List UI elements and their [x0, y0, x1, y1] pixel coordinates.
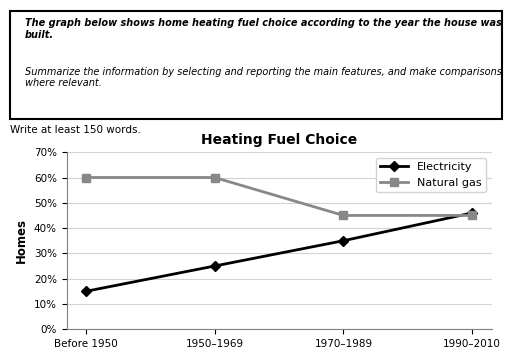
Y-axis label: Homes: Homes [15, 218, 28, 263]
Line: Natural gas: Natural gas [82, 173, 476, 219]
Natural gas [340, 213, 347, 218]
Natural gas [83, 175, 89, 179]
Electricity [83, 289, 89, 293]
Line: Electricity: Electricity [82, 210, 476, 295]
FancyBboxPatch shape [10, 11, 502, 119]
Electricity [211, 264, 218, 268]
Natural gas [211, 175, 218, 179]
Text: Summarize the information by selecting and reporting the main features, and make: Summarize the information by selecting a… [25, 67, 502, 88]
Legend: Electricity, Natural gas: Electricity, Natural gas [376, 158, 486, 192]
Electricity [469, 211, 475, 215]
Natural gas [469, 213, 475, 218]
Electricity [340, 239, 347, 243]
Title: Heating Fuel Choice: Heating Fuel Choice [201, 133, 357, 147]
Text: The graph below shows home heating fuel choice according to the year the house w: The graph below shows home heating fuel … [25, 18, 502, 40]
Text: Write at least 150 words.: Write at least 150 words. [10, 125, 141, 135]
